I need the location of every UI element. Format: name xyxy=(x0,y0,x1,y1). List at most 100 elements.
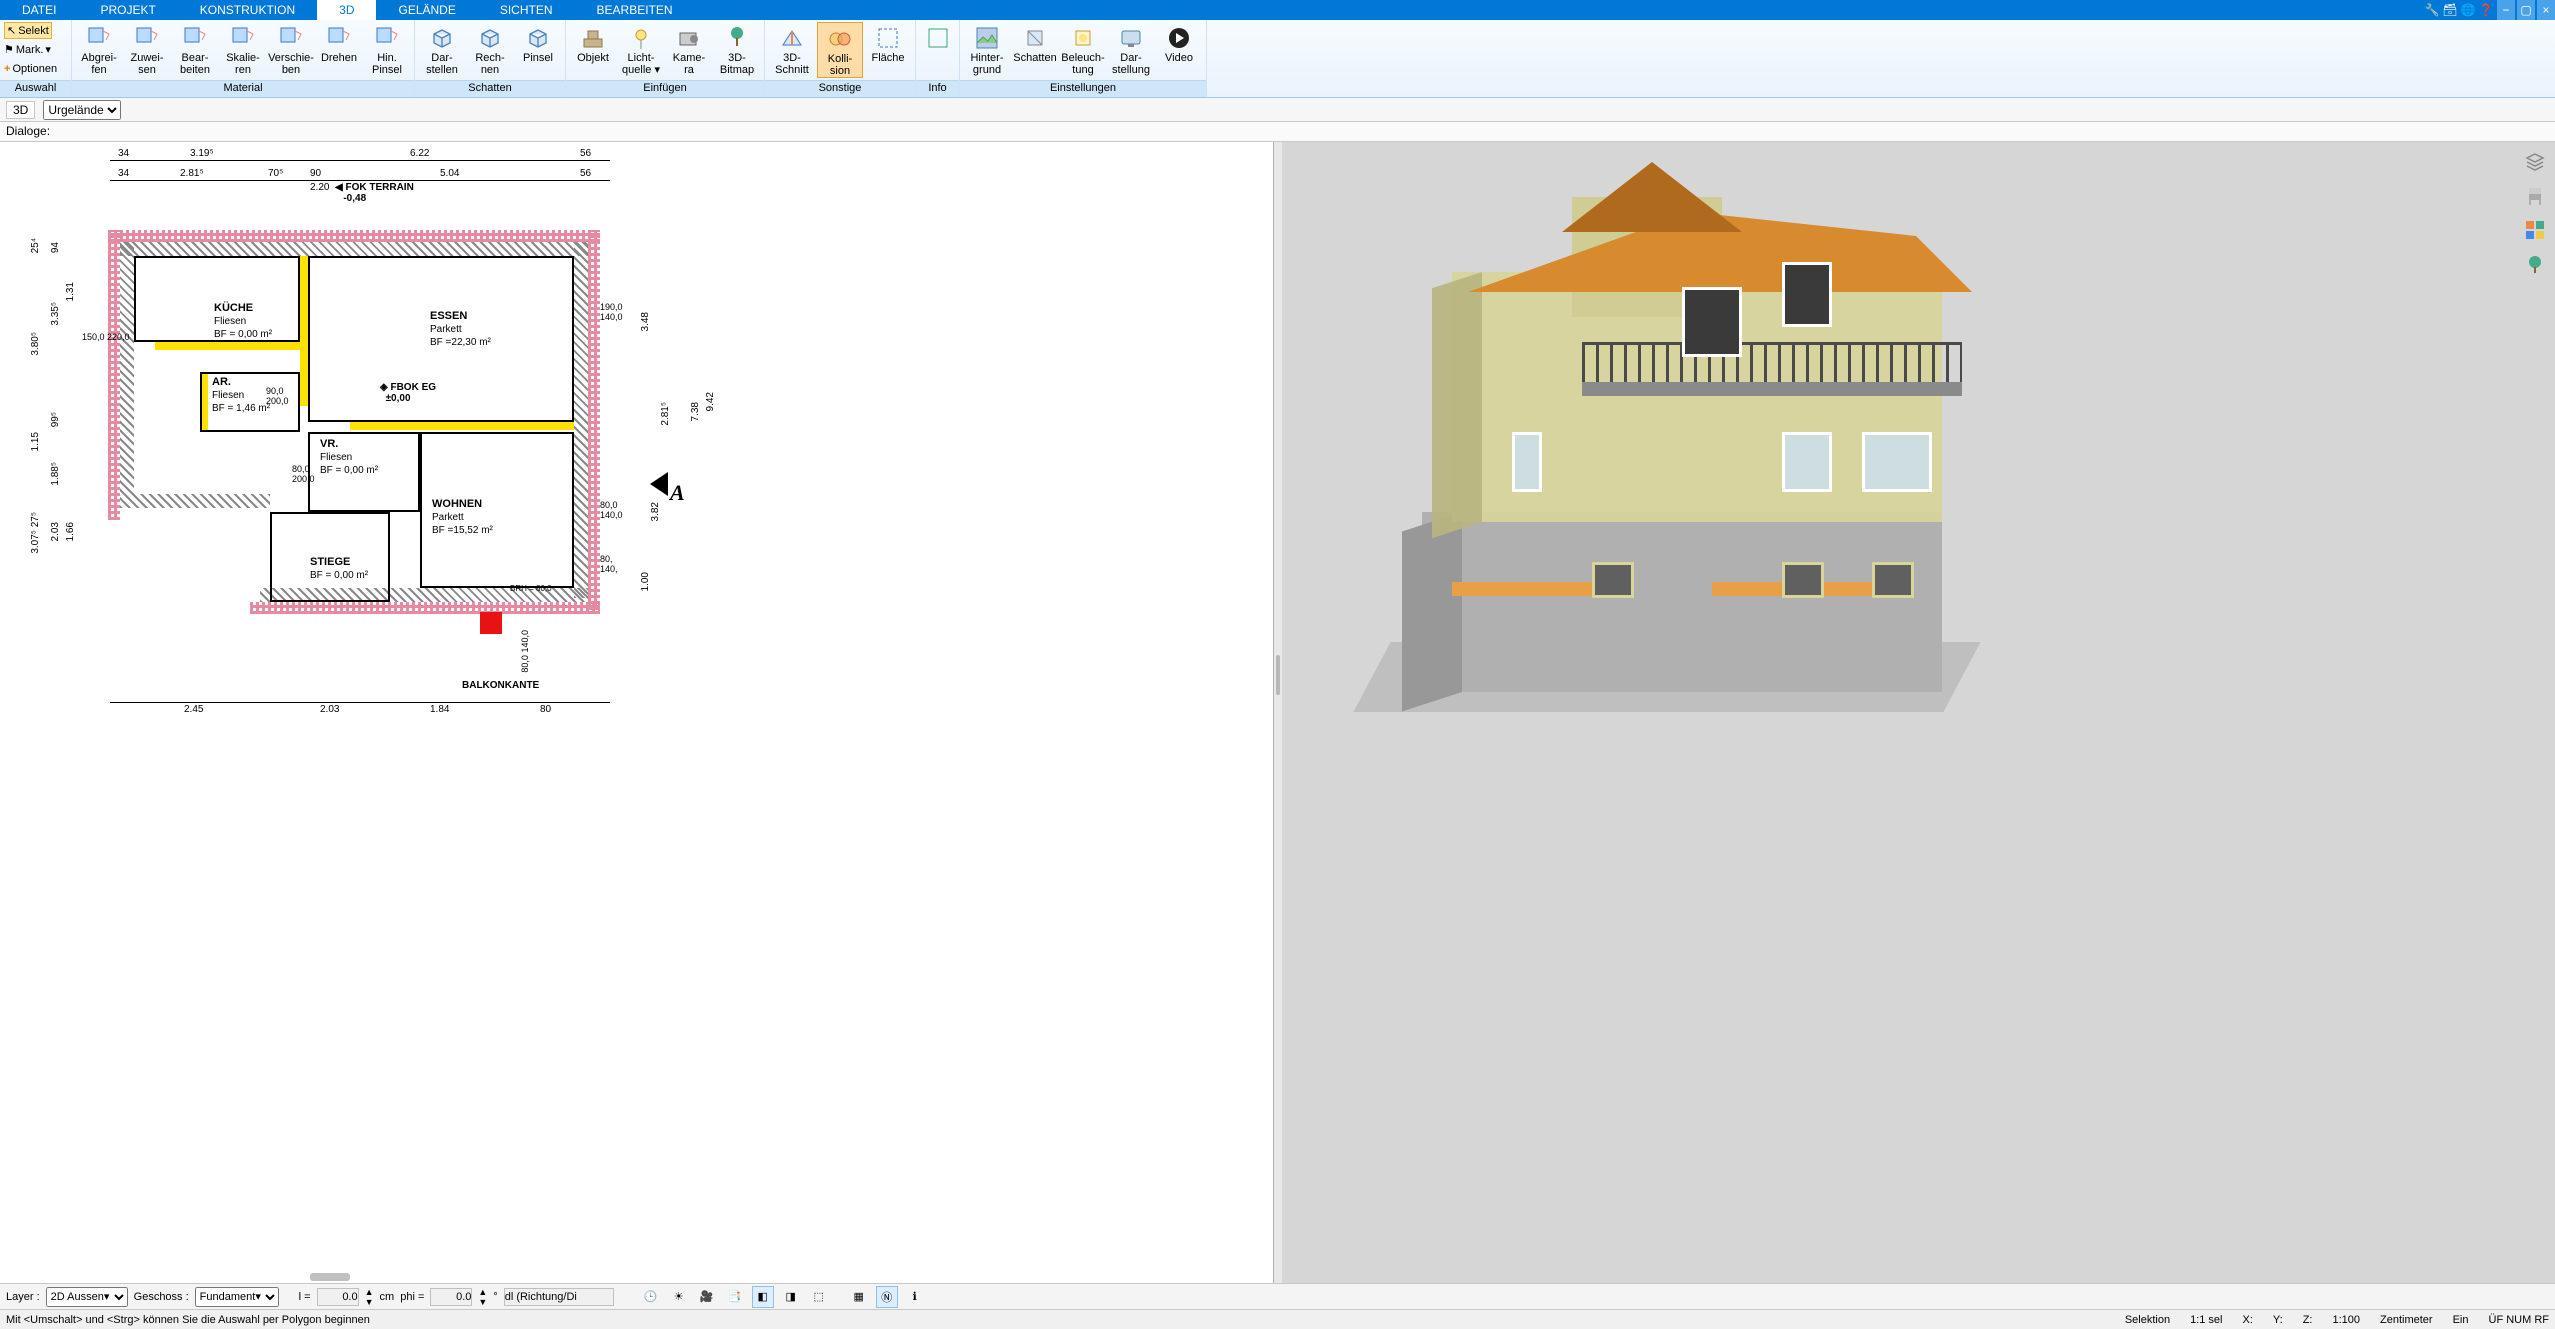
rbtn-material-6[interactable]: Hin.Pinsel xyxy=(364,22,410,76)
rbtn-material-0[interactable]: Abgrei-fen xyxy=(76,22,122,76)
bb-grid-icon[interactable]: ▦ xyxy=(848,1286,870,1308)
einst-icon-1 xyxy=(1021,24,1049,52)
tab-datei[interactable]: DATEI xyxy=(0,0,78,20)
label-ar: AR. Fliesen BF = 1,46 m² xyxy=(212,376,270,415)
pane-2d-floorplan[interactable]: 34 3.19⁵ 6.22 56 34 2.81⁵ 70⁵ 90 2.20 5.… xyxy=(0,142,1274,1283)
schatten-icon-2 xyxy=(524,24,552,52)
auswahl-mark[interactable]: ⚑ Mark.▾ xyxy=(4,41,51,58)
help-wrench-icon[interactable]: 🔧 xyxy=(2423,0,2441,20)
length-label: l = xyxy=(299,1291,311,1303)
dim-l2-0: 94 xyxy=(50,242,61,253)
status-x: X: xyxy=(2243,1314,2253,1326)
rbtn-einfuegen-2[interactable]: Kame-ra xyxy=(666,22,712,76)
rbtn-einfuegen-1[interactable]: Licht-quelle ▾ xyxy=(618,22,664,76)
flag-icon: ⚑ xyxy=(4,43,14,56)
group-caption-einfuegen: Einfügen xyxy=(566,80,764,97)
bb-sun-icon[interactable]: ☀ xyxy=(668,1286,690,1308)
label-stiege: STIEGE BF = 0,00 m² xyxy=(310,556,368,582)
layer-label: Layer : xyxy=(6,1291,40,1303)
tab-3d[interactable]: 3D xyxy=(317,0,376,20)
window-minimize-icon[interactable]: − xyxy=(2497,0,2515,20)
bb-info-icon[interactable]: ℹ xyxy=(904,1286,926,1308)
bar3d-label: 3D xyxy=(6,101,35,119)
rbtn-einfuegen-3[interactable]: 3D-Bitmap xyxy=(714,22,760,76)
dim-b-0: 2.45 xyxy=(184,704,203,715)
help-question-icon[interactable]: ❓ xyxy=(2477,0,2495,20)
rbtn-schatten-2[interactable]: Pinsel xyxy=(515,22,561,64)
rbtn-sonstige-0[interactable]: 3D-Schnitt xyxy=(769,22,815,76)
bb-shade2-icon[interactable]: ◨ xyxy=(780,1286,802,1308)
status-ratio: 1:1 sel xyxy=(2190,1314,2222,1326)
plus-icon: + xyxy=(4,63,10,75)
label-vr: VR. Fliesen BF = 0,00 m² xyxy=(320,438,378,477)
group-caption-einstellungen: Einstellungen xyxy=(960,80,1206,97)
rbtn-einst-4[interactable]: Video xyxy=(1156,22,1202,64)
help-box-icon[interactable]: 🗃 xyxy=(2441,0,2459,20)
geschoss-select[interactable]: Fundament▾ xyxy=(195,1287,279,1307)
dim-l-0: 25⁴ xyxy=(30,238,41,253)
rbtn-material-1[interactable]: Zuwei-sen xyxy=(124,22,170,76)
einfuegen-icon-2 xyxy=(675,24,703,52)
vtool-layers-icon[interactable] xyxy=(2523,150,2547,174)
rbtn-flaeche-info[interactable] xyxy=(920,22,955,52)
vtool-palette-icon[interactable] xyxy=(2523,218,2547,242)
rbtn-material-5[interactable]: Drehen xyxy=(316,22,362,64)
einfuegen-icon-0 xyxy=(579,24,607,52)
rbtn-einst-1[interactable]: Schatten xyxy=(1012,22,1058,64)
status-hint: Mit <Umschalt> und <Strg> können Sie die… xyxy=(6,1314,370,1326)
status-flags: ÜF NUM RF xyxy=(2489,1314,2550,1326)
hscroll-thumb[interactable] xyxy=(310,1273,350,1281)
dim-door-1: 80,0140,0 xyxy=(600,500,623,520)
help-globe-icon[interactable]: 🌐 xyxy=(2459,0,2477,20)
bb-cam-icon[interactable]: 🎥 xyxy=(696,1286,718,1308)
pane-splitter[interactable] xyxy=(1274,142,1282,1283)
bb-box-icon[interactable]: ⬚ xyxy=(808,1286,830,1308)
dim-r-2: 7.38 xyxy=(690,402,701,421)
sonstige-icon-1 xyxy=(826,25,854,53)
layer-select[interactable]: 2D Aussen▾ xyxy=(46,1287,128,1307)
status-z: Z: xyxy=(2303,1314,2313,1326)
group-caption-info: Info xyxy=(916,80,959,97)
tab-bearbeiten[interactable]: BEARBEITEN xyxy=(575,0,695,20)
bb-north-icon[interactable]: Ⓝ xyxy=(876,1286,898,1308)
dim-l2-3: 150,0 220,0 xyxy=(82,332,130,342)
dim-l2-4: 99⁵ xyxy=(50,412,61,427)
status-unit: Zentimeter xyxy=(2380,1314,2433,1326)
rbtn-einst-2[interactable]: Beleuch-tung xyxy=(1060,22,1106,76)
bb-layers-icon[interactable]: 📑 xyxy=(724,1286,746,1308)
rbtn-sonstige-2[interactable]: Fläche xyxy=(865,22,911,64)
tab-konstruktion[interactable]: KONSTRUKTION xyxy=(178,0,317,20)
rbtn-sonstige-1[interactable]: Kolli-sion xyxy=(817,22,863,78)
dim-brh: BRH = 80,0 xyxy=(510,584,552,593)
rbtn-einst-3[interactable]: Dar-stellung xyxy=(1108,22,1154,76)
rbtn-einfuegen-0[interactable]: Objekt xyxy=(570,22,616,64)
tab-projekt[interactable]: PROJEKT xyxy=(78,0,177,20)
vtool-tree-icon[interactable] xyxy=(2523,252,2547,276)
dl-input[interactable] xyxy=(504,1288,614,1306)
auswahl-selekt[interactable]: ↖ Selekt xyxy=(4,22,52,39)
rbtn-material-2[interactable]: Bear-beiten xyxy=(172,22,218,76)
rbtn-einst-0[interactable]: Hinter-grund xyxy=(964,22,1010,76)
dim-top-0: 34 xyxy=(118,148,129,159)
rbtn-material-3[interactable]: Skalie-ren xyxy=(220,22,266,76)
bar3d-dropdown[interactable]: Urgelände xyxy=(43,100,121,120)
rbtn-schatten-1[interactable]: Rech-nen xyxy=(467,22,513,76)
length-input[interactable] xyxy=(317,1288,359,1306)
bb-shade1-icon[interactable]: ◧ xyxy=(752,1286,774,1308)
dim-top2b: 2.20 xyxy=(310,182,329,193)
rbtn-schatten-0[interactable]: Dar-stellen xyxy=(419,22,465,76)
tab-sichten[interactable]: SICHTEN xyxy=(478,0,575,20)
phi-input[interactable] xyxy=(430,1288,472,1306)
pane-3d-view[interactable] xyxy=(1282,142,2555,1283)
schatten-icon-1 xyxy=(476,24,504,52)
bb-clock-icon[interactable]: 🕒 xyxy=(640,1286,662,1308)
auswahl-optionen[interactable]: + Optionen xyxy=(4,60,57,77)
window-close-icon[interactable]: × xyxy=(2537,0,2555,20)
rbtn-material-4[interactable]: Verschie-ben xyxy=(268,22,314,76)
vtool-chair-icon[interactable] xyxy=(2523,184,2547,208)
window-restore-icon[interactable]: ▢ xyxy=(2517,0,2535,20)
group-caption-schatten: Schatten xyxy=(415,80,565,97)
dim-r-0: 3.48 xyxy=(640,312,651,331)
status-y: Y: xyxy=(2273,1314,2283,1326)
tab-gelaende[interactable]: GELÄNDE xyxy=(376,0,477,20)
